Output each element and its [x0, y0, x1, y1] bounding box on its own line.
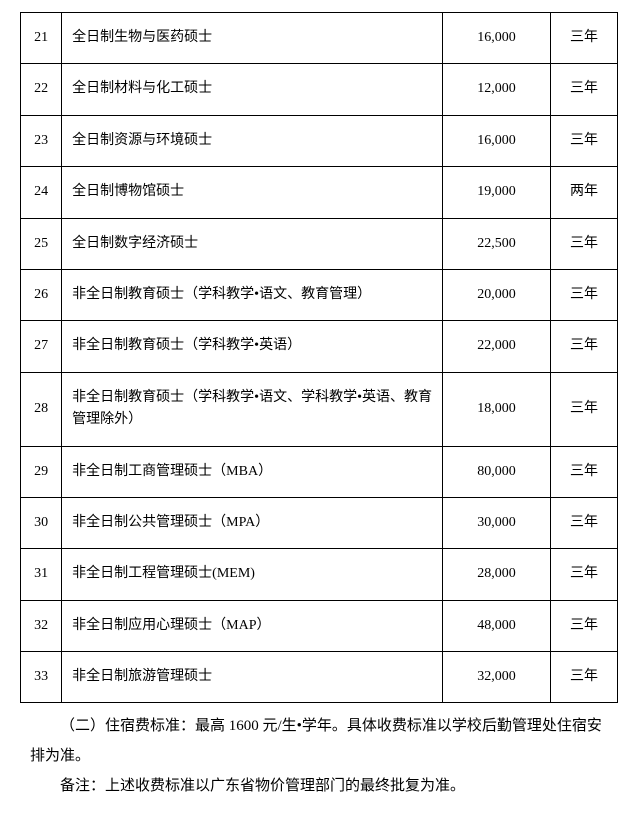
duration: 三年 — [551, 64, 618, 115]
fee-amount: 20,000 — [443, 269, 551, 320]
fee-amount: 80,000 — [443, 446, 551, 497]
duration: 三年 — [551, 321, 618, 372]
fee-amount: 19,000 — [443, 167, 551, 218]
program-name: 全日制材料与化工硕士 — [62, 64, 443, 115]
program-name: 非全日制工商管理硕士（MBA） — [62, 446, 443, 497]
duration: 三年 — [551, 372, 618, 446]
row-number: 24 — [21, 167, 62, 218]
note-remark: 备注：上述收费标准以广东省物价管理部门的最终批复为准。 — [30, 771, 608, 801]
duration: 三年 — [551, 446, 618, 497]
duration: 三年 — [551, 600, 618, 651]
duration: 三年 — [551, 549, 618, 600]
row-number: 23 — [21, 115, 62, 166]
row-number: 29 — [21, 446, 62, 497]
table-row: 23全日制资源与环境硕士16,000三年 — [21, 115, 618, 166]
duration: 三年 — [551, 115, 618, 166]
program-name: 非全日制教育硕士（学科教学•语文、教育管理） — [62, 269, 443, 320]
program-name: 非全日制工程管理硕士(MEM) — [62, 549, 443, 600]
notes-section: （二）住宿费标准：最高 1600 元/生•学年。具体收费标准以学校后勤管理处住宿… — [20, 711, 618, 801]
table-row: 26非全日制教育硕士（学科教学•语文、教育管理）20,000三年 — [21, 269, 618, 320]
duration: 三年 — [551, 497, 618, 548]
duration: 三年 — [551, 13, 618, 64]
note-accommodation: （二）住宿费标准：最高 1600 元/生•学年。具体收费标准以学校后勤管理处住宿… — [30, 711, 608, 771]
program-name: 全日制生物与医药硕士 — [62, 13, 443, 64]
table-row: 32非全日制应用心理硕士（MAP）48,000三年 — [21, 600, 618, 651]
program-name: 非全日制教育硕士（学科教学•语文、学科教学•英语、教育管理除外） — [62, 372, 443, 446]
fee-amount: 30,000 — [443, 497, 551, 548]
table-row: 24全日制博物馆硕士19,000两年 — [21, 167, 618, 218]
row-number: 32 — [21, 600, 62, 651]
table-row: 28非全日制教育硕士（学科教学•语文、学科教学•英语、教育管理除外）18,000… — [21, 372, 618, 446]
program-name: 非全日制公共管理硕士（MPA） — [62, 497, 443, 548]
duration: 三年 — [551, 652, 618, 703]
duration: 三年 — [551, 269, 618, 320]
row-number: 28 — [21, 372, 62, 446]
table-row: 22全日制材料与化工硕士12,000三年 — [21, 64, 618, 115]
row-number: 30 — [21, 497, 62, 548]
fee-amount: 16,000 — [443, 115, 551, 166]
table-row: 25全日制数字经济硕士22,500三年 — [21, 218, 618, 269]
program-name: 非全日制旅游管理硕士 — [62, 652, 443, 703]
program-name: 全日制博物馆硕士 — [62, 167, 443, 218]
duration: 三年 — [551, 218, 618, 269]
row-number: 27 — [21, 321, 62, 372]
fee-amount: 22,500 — [443, 218, 551, 269]
duration: 两年 — [551, 167, 618, 218]
row-number: 33 — [21, 652, 62, 703]
fee-amount: 32,000 — [443, 652, 551, 703]
table-row: 27非全日制教育硕士（学科教学•英语）22,000三年 — [21, 321, 618, 372]
row-number: 26 — [21, 269, 62, 320]
fee-table-body: 21全日制生物与医药硕士16,000三年22全日制材料与化工硕士12,000三年… — [21, 13, 618, 703]
program-name: 非全日制应用心理硕士（MAP） — [62, 600, 443, 651]
table-row: 31非全日制工程管理硕士(MEM)28,000三年 — [21, 549, 618, 600]
table-row: 30非全日制公共管理硕士（MPA）30,000三年 — [21, 497, 618, 548]
program-name: 非全日制教育硕士（学科教学•英语） — [62, 321, 443, 372]
fee-amount: 28,000 — [443, 549, 551, 600]
row-number: 22 — [21, 64, 62, 115]
fee-table: 21全日制生物与医药硕士16,000三年22全日制材料与化工硕士12,000三年… — [20, 12, 618, 703]
program-name: 全日制数字经济硕士 — [62, 218, 443, 269]
fee-amount: 48,000 — [443, 600, 551, 651]
program-name: 全日制资源与环境硕士 — [62, 115, 443, 166]
fee-amount: 16,000 — [443, 13, 551, 64]
table-row: 21全日制生物与医药硕士16,000三年 — [21, 13, 618, 64]
table-row: 33非全日制旅游管理硕士32,000三年 — [21, 652, 618, 703]
row-number: 21 — [21, 13, 62, 64]
row-number: 25 — [21, 218, 62, 269]
fee-amount: 22,000 — [443, 321, 551, 372]
row-number: 31 — [21, 549, 62, 600]
fee-amount: 18,000 — [443, 372, 551, 446]
fee-amount: 12,000 — [443, 64, 551, 115]
table-row: 29非全日制工商管理硕士（MBA）80,000三年 — [21, 446, 618, 497]
